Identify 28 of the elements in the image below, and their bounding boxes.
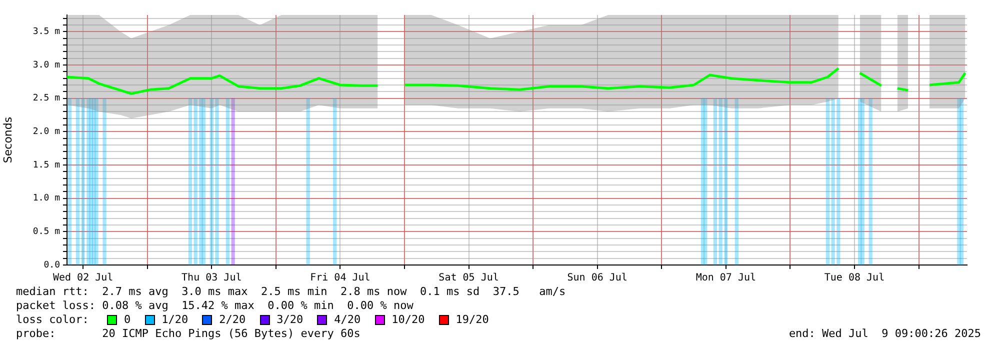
y-axis-title: Seconds: [1, 116, 14, 164]
legend-label: 1/20: [162, 313, 188, 326]
x-tick-label: Sun 06 Jul: [567, 272, 628, 284]
x-tick-label: Wed 02 Jul: [52, 272, 114, 284]
x-tick-label: Tue 08 Jul: [824, 272, 885, 284]
legend-title: loss color:: [16, 313, 90, 326]
y-tick-label: 3.0 m: [32, 60, 60, 70]
x-tick-label: Fri 04 Jul: [310, 272, 370, 284]
x-tick-label: Thu 03 Jul: [182, 272, 242, 284]
legend-label: 0: [124, 313, 131, 326]
x-tick-label: Sat 05 Jul: [438, 272, 499, 284]
y-tick-label: 0.5 m: [32, 227, 60, 238]
x-tick-label: Mon 07 Jul: [696, 272, 756, 284]
y-tick-label: 1.5 m: [32, 160, 60, 170]
text: packet loss: 0.08 % avg 15.42 % max 0.00 % min 0.00 % now: [16, 299, 414, 312]
legend-label: 3/20: [276, 313, 304, 326]
legend-label: 4/20: [334, 313, 361, 326]
y-tick-label: 2.0 m: [32, 127, 60, 138]
text: median rtt: 2.7 ms avg 3.0 ms max 2.5 ms min 2.8 ms now 0.1 ms sd 37.5 am/s: [16, 285, 566, 298]
y-tick-label: 2.5 m: [32, 94, 60, 104]
legend-label: 19/20: [456, 313, 489, 326]
y-tick-label: 3.5 m: [32, 27, 60, 38]
y-tick-label: 0.0: [44, 260, 60, 270]
y-tick-label: 1.0 m: [32, 194, 60, 204]
text: end: Wed Jul 9 09:00:26 2025: [788, 327, 981, 340]
legend-label: 10/20: [392, 313, 425, 326]
text: probe: 20 ICMP Echo Pings (56 Bytes) every 60s: [16, 327, 360, 340]
legend-label: 2/20: [219, 313, 246, 326]
